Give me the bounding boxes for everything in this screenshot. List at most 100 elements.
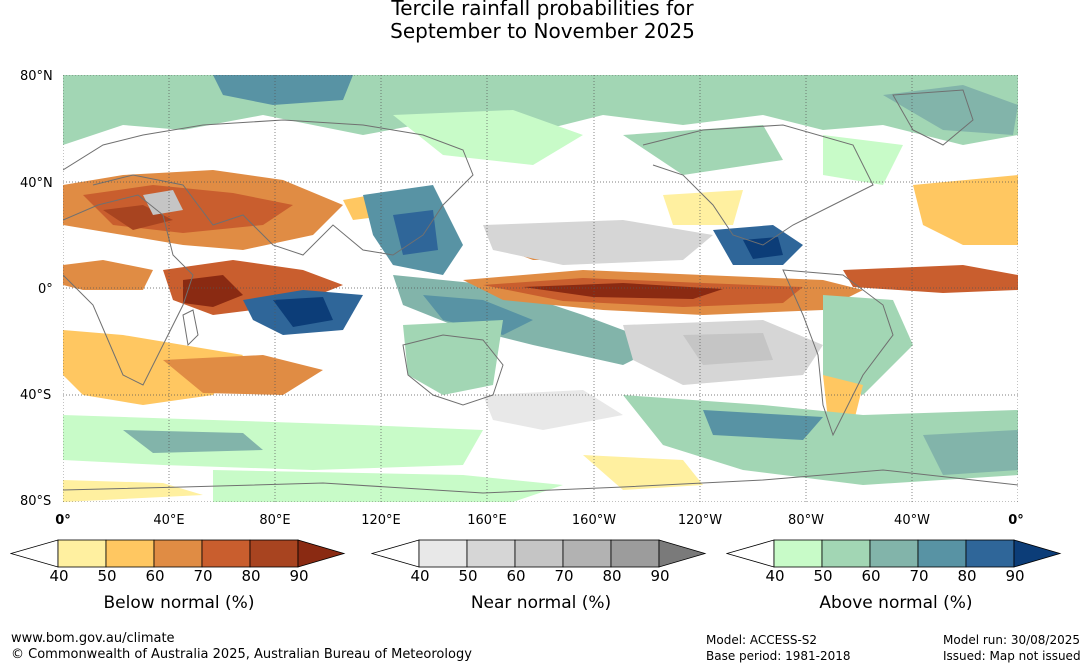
graticule — [63, 75, 1018, 502]
legend-tick: 60 — [145, 567, 165, 585]
near-normal-region — [683, 333, 773, 365]
base-period: Base period: 1981-2018 — [706, 649, 851, 663]
above-normal-region — [123, 430, 263, 453]
legend-swatch — [466, 539, 516, 568]
coastline-eurasia — [63, 119, 474, 256]
legend-tick: 50 — [97, 567, 117, 585]
legend-tick: 90 — [289, 567, 309, 585]
lon-label-80e: 80°E — [259, 513, 291, 528]
lon-label-40w: 40°W — [894, 513, 930, 528]
above-normal-region — [823, 295, 913, 395]
above-normal-region — [273, 297, 333, 327]
above-normal-region — [213, 75, 353, 105]
legend-tick: 80 — [957, 567, 977, 585]
coastline-africa — [63, 194, 194, 386]
near-normal-region — [483, 390, 623, 430]
issued-status: Issued: Map not issued — [943, 649, 1081, 663]
above-normal-region — [393, 210, 438, 255]
legend-swatch — [105, 539, 155, 568]
coastline-greenland — [892, 89, 974, 146]
legend-swatch — [965, 539, 1015, 568]
lon-label-80w: 80°W — [788, 513, 824, 528]
legend-bar-near-normal — [371, 539, 707, 568]
legend-swatch — [658, 539, 707, 568]
model-run-date: Model run: 30/08/2025 — [943, 633, 1081, 647]
near-normal-region — [483, 220, 713, 265]
above-normal-region — [393, 110, 583, 165]
legend-bar-above-normal — [726, 539, 1062, 568]
lon-label-160w: 160°W — [571, 513, 617, 528]
legend-title-near-normal: Near normal (%) — [470, 593, 612, 613]
map-title: Tercile rainfall probabilities for Septe… — [0, 0, 1085, 43]
legend-tick: 90 — [650, 567, 670, 585]
website-link[interactable]: www.bom.gov.au/climate — [11, 631, 175, 646]
coastline-antarctica — [63, 469, 1018, 494]
legend-tick: 80 — [602, 567, 622, 585]
legend-swatch — [153, 539, 203, 568]
legend-swatch — [821, 539, 871, 568]
below-normal-region — [63, 260, 153, 290]
below-normal-region — [523, 283, 723, 299]
below-normal-region — [183, 275, 243, 307]
below-normal-region — [583, 455, 703, 490]
legend-tick: 80 — [241, 567, 261, 585]
legend-swatch — [249, 539, 299, 568]
above-normal-region — [703, 410, 823, 440]
lat-label-40n: 40°N — [20, 176, 53, 191]
legend-tick: 50 — [458, 567, 478, 585]
legend-swatch — [201, 539, 251, 568]
legend-below-normal — [10, 538, 350, 570]
model-name: Model: ACCESS-S2 — [706, 633, 818, 647]
above-normal-region — [883, 85, 1018, 135]
legend-swatch — [371, 539, 420, 568]
above-normal-region — [923, 430, 1018, 475]
legend-tick: 70 — [193, 567, 213, 585]
lat-label-40s: 40°S — [20, 388, 52, 403]
legend-swatch — [1013, 539, 1062, 568]
legend-title-above-normal: Above normal (%) — [819, 593, 973, 613]
below-normal-region — [663, 190, 743, 225]
legend-swatch — [418, 539, 468, 568]
near-normal-region — [143, 190, 183, 215]
coastline-north-america — [642, 124, 874, 246]
above-normal-region — [63, 415, 483, 470]
above-normal-region — [823, 135, 903, 185]
legend-swatch — [773, 539, 823, 568]
lon-label-160e: 160°E — [467, 513, 507, 528]
rainfall-probability-map — [63, 75, 1018, 502]
above-normal-region — [213, 470, 563, 502]
legend-swatch — [514, 539, 564, 568]
lon-label-40e: 40°E — [153, 513, 185, 528]
legend-tick: 40 — [765, 567, 785, 585]
legend-swatch — [917, 539, 967, 568]
coastlines — [63, 89, 1018, 494]
legend-swatch — [726, 539, 775, 568]
lat-label-equator: 0° — [38, 282, 53, 297]
lon-label-0: 0° — [55, 513, 71, 528]
legend-bar-below-normal — [10, 539, 346, 568]
legend-tick: 50 — [813, 567, 833, 585]
legend-tick: 70 — [909, 567, 929, 585]
legend-swatch — [57, 539, 107, 568]
coastline-madagascar — [182, 309, 199, 347]
lon-label-120e: 120°E — [361, 513, 401, 528]
below-normal-region — [163, 355, 323, 395]
lon-label-120w: 120°W — [677, 513, 723, 528]
coastline-south-america — [782, 269, 894, 437]
legend-tick: 40 — [410, 567, 430, 585]
legend-swatch — [610, 539, 660, 568]
legend-tick: 70 — [554, 567, 574, 585]
legend-above-normal — [726, 538, 1066, 570]
lon-label-0-right: 0° — [1008, 513, 1024, 528]
above-normal-region — [623, 125, 783, 175]
legend-tick: 40 — [49, 567, 69, 585]
above-normal-region — [743, 237, 783, 259]
above-normal-region — [423, 295, 533, 335]
copyright-text: © Commonwealth of Australia 2025, Austra… — [11, 647, 472, 662]
legend-title-below-normal: Below normal (%) — [103, 593, 255, 613]
legend-swatch — [869, 539, 919, 568]
legend-swatch — [297, 539, 346, 568]
legend-tick: 60 — [861, 567, 881, 585]
map-title-line1: Tercile rainfall probabilities for — [391, 0, 694, 20]
below-normal-region — [913, 175, 1018, 245]
